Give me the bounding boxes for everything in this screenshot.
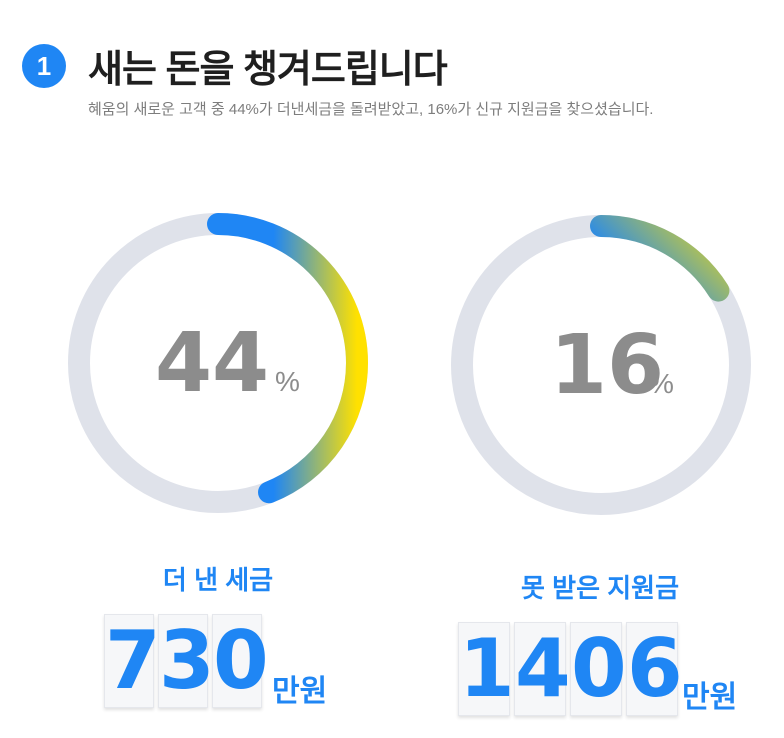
caption-subsidy: 못 받은 지원금 (521, 573, 679, 603)
step-number-badge: 1 (22, 44, 66, 88)
gauge-progress-arc (68, 213, 368, 513)
amount-digit: 6 (626, 622, 683, 716)
amount-digit: 0 (570, 622, 627, 716)
amount-unit: 만원 (272, 675, 328, 708)
gauge-subsidy: 16 % (446, 210, 756, 520)
amount-digit: 7 (104, 614, 161, 708)
amount-digit: 0 (212, 614, 269, 708)
section-header: 1 새는 돈을 챙겨드립니다 혜움의 새로운 고객 중 44%가 더낸세금을 돌… (22, 36, 762, 126)
section-subtitle: 혜움의 새로운 고객 중 44%가 더낸세금을 돌려받았고, 16%가 신규 지… (88, 101, 654, 118)
gauge-percent-sign: % (649, 368, 674, 399)
gauge-ring (68, 213, 368, 513)
section-title: 새는 돈을 챙겨드립니다 (88, 49, 448, 91)
gauge-progress-arc (451, 215, 751, 515)
amount-digit: 3 (158, 614, 215, 708)
amount-counter-subsidy: 1 4 0 6 (458, 622, 683, 716)
amount-digit: 4 (514, 622, 571, 716)
amount-digit: 1 (458, 622, 515, 716)
gauge-ring (451, 215, 751, 515)
gauge-tax-refund: 44 % (63, 208, 373, 518)
caption-tax: 더 낸 세금 (162, 565, 274, 595)
gauge-percent-value: 44 (155, 316, 270, 411)
amount-counter-tax: 7 3 0 (104, 614, 269, 708)
gauge-percent-value: 16 (550, 318, 665, 413)
amount-unit: 만원 (682, 681, 738, 714)
gauge-percent-sign: % (275, 366, 300, 397)
